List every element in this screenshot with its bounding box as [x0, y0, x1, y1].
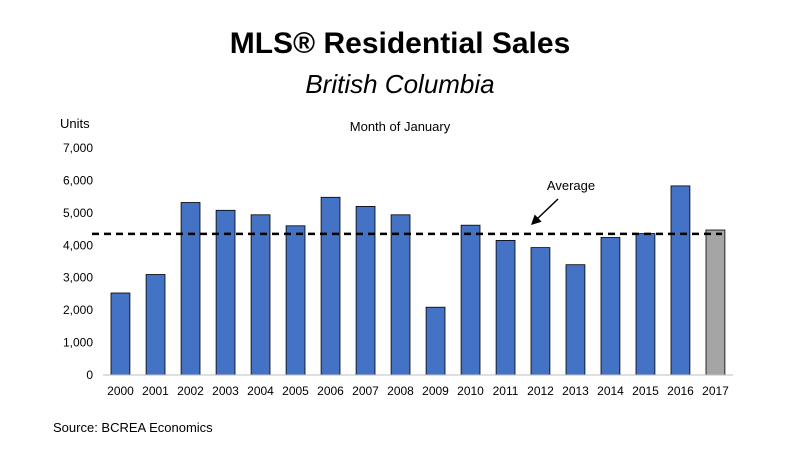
- average-label: Average: [547, 178, 595, 193]
- x-tick-label: 2008: [387, 384, 414, 398]
- y-tick-label: 0: [86, 368, 93, 382]
- x-tick-label: 2017: [702, 384, 729, 398]
- x-tick-labels: 2000 2001 2002 2003 2004 2005 2006 2007 2008 2009…: [107, 384, 729, 398]
- y-tick-label: 4,000: [63, 238, 93, 252]
- x-tick-label: 2010: [457, 384, 484, 398]
- bar-2009: [425, 306, 446, 376]
- chart-label: Month of January: [350, 119, 451, 134]
- bar-2000: [110, 292, 131, 376]
- x-tick-label: 2009: [422, 384, 449, 398]
- y-tick-labels: 0 1,000 2,000 3,000 4,000 5,000 6,000 7,000: [63, 141, 93, 382]
- x-tick-label: 2006: [317, 384, 344, 398]
- y-tick-label: 1,000: [63, 336, 93, 350]
- y-tick-label: 5,000: [63, 206, 93, 220]
- bar-2015: [635, 233, 656, 376]
- bar-2014: [600, 237, 621, 376]
- bar-2010: [460, 224, 481, 376]
- x-tick-label: 2011: [493, 384, 519, 398]
- x-tick-label: 2014: [597, 384, 624, 398]
- average-arrowhead: [531, 214, 542, 225]
- bar-2007: [355, 205, 376, 376]
- x-tick-label: 2000: [107, 384, 134, 398]
- x-tick-label: 2004: [247, 384, 274, 398]
- y-axis-label: Units: [60, 116, 90, 131]
- bar-2017: [705, 229, 726, 376]
- y-tick-label: 3,000: [63, 271, 93, 285]
- x-tick-label: 2016: [667, 384, 694, 398]
- bar-2012: [530, 247, 551, 376]
- bar-2002: [180, 202, 201, 376]
- chart-subtitle: British Columbia: [305, 69, 495, 99]
- bar-2011: [495, 239, 516, 376]
- x-tick-label: 2007: [352, 384, 379, 398]
- source-note: Source: BCREA Economics: [53, 420, 213, 435]
- bar-2008: [390, 214, 411, 376]
- x-tick-label: 2013: [562, 384, 589, 398]
- bar-2005: [285, 225, 306, 376]
- x-tick-label: 2001: [142, 384, 169, 398]
- chart-title: MLS® Residential Sales: [229, 27, 571, 60]
- x-tick-label: 2003: [212, 384, 239, 398]
- x-tick-label: 2005: [282, 384, 309, 398]
- x-tick-label: 2015: [632, 384, 659, 398]
- y-tick-label: 6,000: [63, 173, 93, 187]
- x-tick-label: 2002: [177, 384, 204, 398]
- bar-2004: [250, 214, 271, 376]
- bars-group: [110, 185, 726, 376]
- y-tick-label: 7,000: [63, 141, 93, 155]
- bar-2006: [320, 196, 341, 376]
- bar-2013: [565, 264, 586, 376]
- bar-2016: [670, 185, 691, 376]
- x-tick-label: 2012: [527, 384, 554, 398]
- bar-2001: [145, 274, 166, 376]
- average-arrow: [535, 198, 559, 221]
- y-tick-label: 2,000: [63, 303, 93, 317]
